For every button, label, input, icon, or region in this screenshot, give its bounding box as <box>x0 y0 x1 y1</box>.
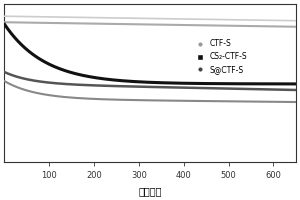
X-axis label: 循环次数: 循环次数 <box>138 186 162 196</box>
Legend: CTF-S, CS₂-CTF-S, S@CTF-S: CTF-S, CS₂-CTF-S, S@CTF-S <box>189 36 250 77</box>
